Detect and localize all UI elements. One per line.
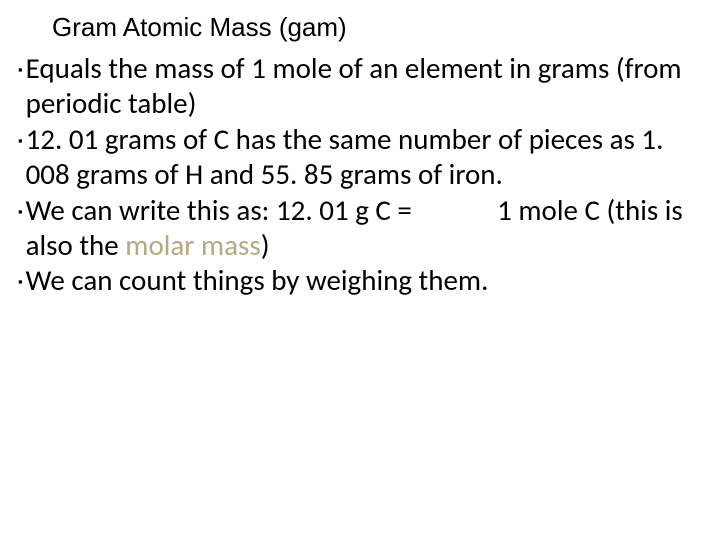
bullet-item: ▪ 12. 01 grams of C has the same number … (18, 122, 706, 193)
slide-title: Gram Atomic Mass (gam) (52, 12, 710, 43)
bullet-text: We can write this as: 12. 01 g C = 1 mol… (26, 193, 706, 264)
bullet-marker-icon: ▪ (18, 62, 23, 77)
slide-container: { "title": "Gram Atomic Mass (gam)", "bu… (0, 0, 720, 540)
bullet-marker-icon: ▪ (18, 274, 23, 289)
bullet-text: We can count things by weighing them. (26, 263, 489, 298)
bullet-text: Equals the mass of 1 mole of an element … (26, 51, 706, 122)
bullet-item: ▪ Equals the mass of 1 mole of an elemen… (18, 51, 706, 122)
content-block: ▪ Equals the mass of 1 mole of an elemen… (10, 51, 710, 299)
bullet-text-special: molar mass (125, 227, 260, 263)
title-block: Gram Atomic Mass (gam) (10, 12, 710, 43)
bullet-text: 12. 01 grams of C has the same number of… (26, 122, 706, 193)
bullet-item: ▪ We can count things by weighing them. (18, 263, 706, 298)
bullet-marker-icon: ▪ (18, 133, 23, 148)
bullet-text-b: ) (261, 227, 270, 263)
bullet-item: ▪ We can write this as: 12. 01 g C = 1 m… (18, 193, 706, 264)
bullet-marker-icon: ▪ (18, 204, 23, 219)
